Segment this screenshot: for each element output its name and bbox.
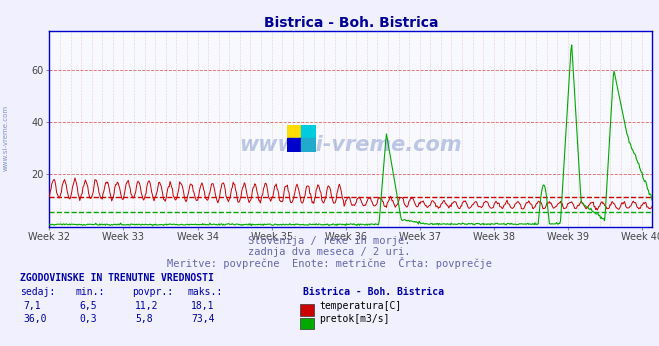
Text: 11,2: 11,2 (135, 301, 159, 311)
Text: povpr.:: povpr.: (132, 287, 173, 297)
Text: min.:: min.: (76, 287, 105, 297)
Bar (287, 125, 302, 138)
Text: pretok[m3/s]: pretok[m3/s] (320, 315, 390, 325)
Text: sedaj:: sedaj: (20, 287, 55, 297)
Text: 36,0: 36,0 (23, 315, 47, 325)
Text: 18,1: 18,1 (191, 301, 215, 311)
Text: 0,3: 0,3 (79, 315, 97, 325)
Bar (287, 138, 302, 152)
Title: Bistrica - Boh. Bistrica: Bistrica - Boh. Bistrica (264, 16, 438, 30)
Bar (302, 125, 316, 138)
Text: Meritve: povprečne  Enote: metrične  Črta: povprečje: Meritve: povprečne Enote: metrične Črta:… (167, 257, 492, 269)
Text: Slovenija / reke in morje.: Slovenija / reke in morje. (248, 236, 411, 246)
Text: www.si-vreme.com: www.si-vreme.com (240, 135, 462, 155)
Bar (302, 138, 316, 152)
Text: Bistrica - Boh. Bistrica: Bistrica - Boh. Bistrica (303, 287, 444, 297)
Text: temperatura[C]: temperatura[C] (320, 301, 402, 311)
Text: 73,4: 73,4 (191, 315, 215, 325)
Text: 7,1: 7,1 (23, 301, 41, 311)
Text: maks.:: maks.: (188, 287, 223, 297)
Text: ZGODOVINSKE IN TRENUTNE VREDNOSTI: ZGODOVINSKE IN TRENUTNE VREDNOSTI (20, 273, 214, 283)
Text: 6,5: 6,5 (79, 301, 97, 311)
Text: zadnja dva meseca / 2 uri.: zadnja dva meseca / 2 uri. (248, 247, 411, 257)
Text: 5,8: 5,8 (135, 315, 153, 325)
Text: www.si-vreme.com: www.si-vreme.com (2, 105, 9, 172)
